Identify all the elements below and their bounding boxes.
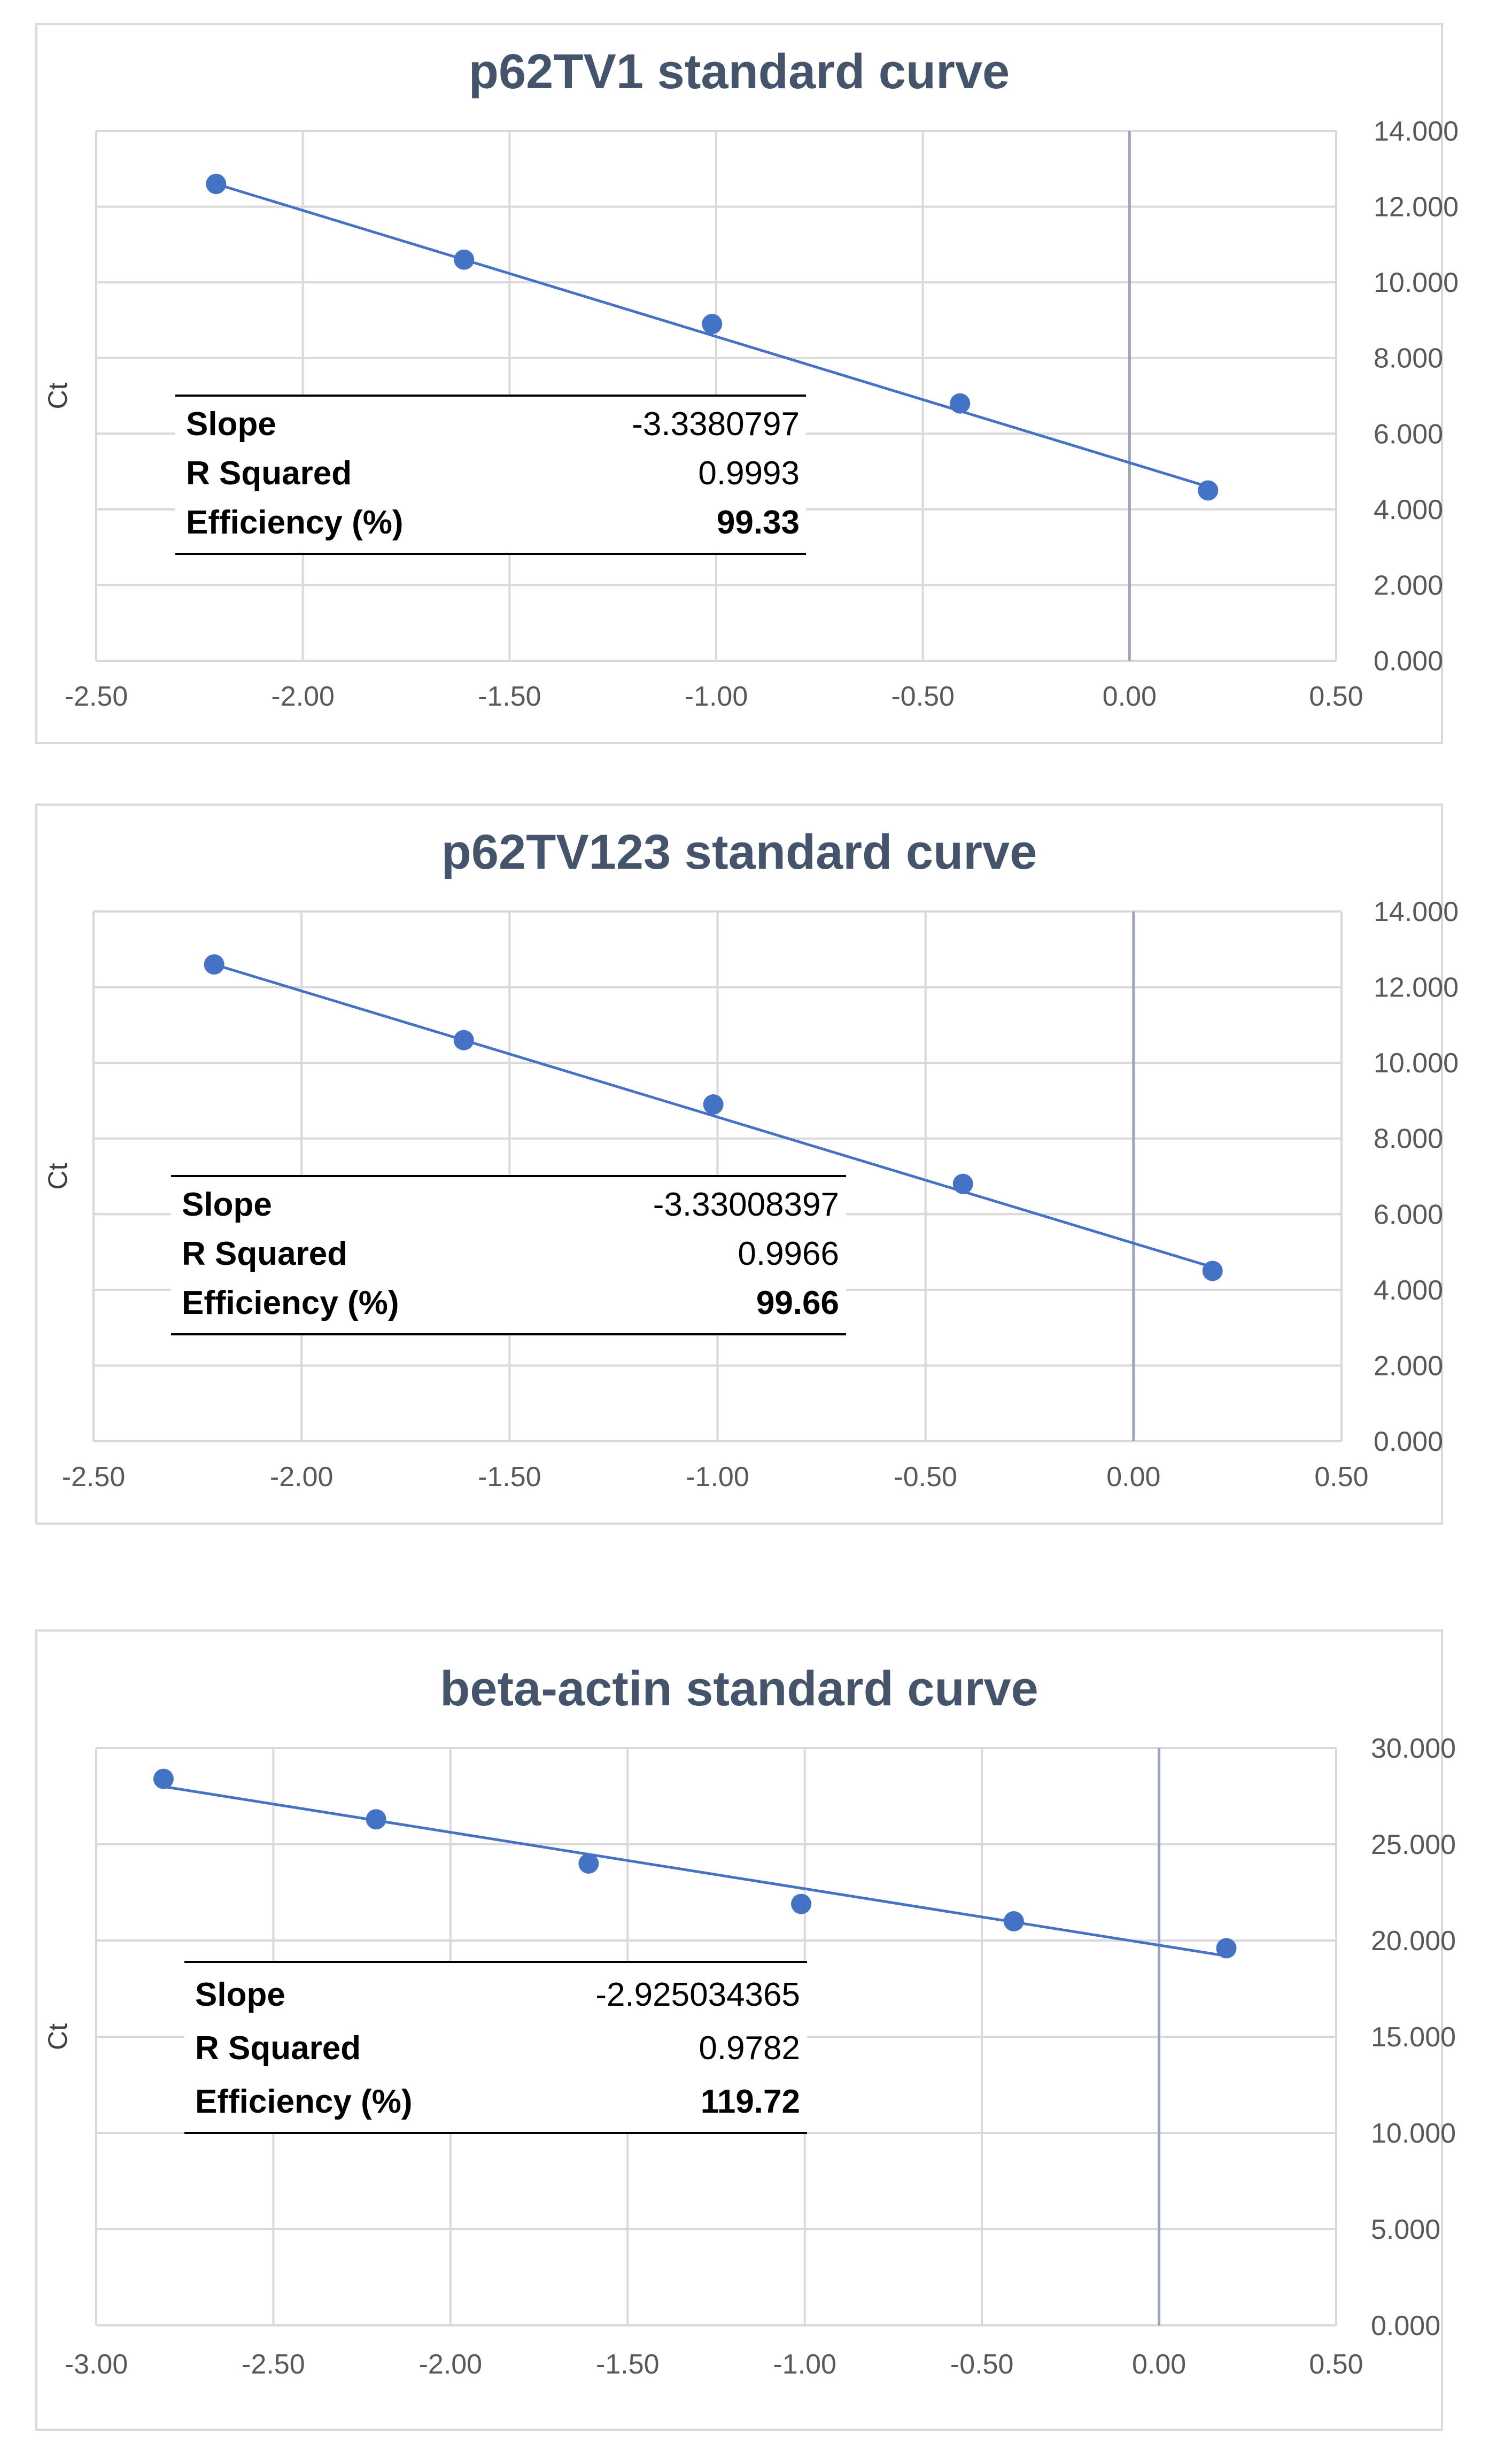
- y-tick-label: 5.000: [1371, 2214, 1440, 2245]
- stats-label: Slope: [195, 1976, 285, 2013]
- stats-table-background: [175, 396, 806, 554]
- x-tick-label: -1.50: [478, 681, 541, 712]
- x-tick-label: -1.00: [685, 681, 748, 712]
- chart-panel-1: p62TV1 standard curve -2.50 -2.00 -1.50 -1.0…: [35, 23, 1459, 744]
- x-tick-label: -2.00: [271, 681, 335, 712]
- y-tick-label: 10.000: [1374, 267, 1459, 298]
- x-tick-label: -0.50: [891, 681, 955, 712]
- chart-title: p62TV123 standard curve: [441, 825, 1037, 879]
- y-tick-label: 4.000: [1374, 494, 1443, 525]
- trendline: [215, 182, 1208, 488]
- data-point: [703, 1094, 724, 1115]
- stats-value: 99.66: [756, 1285, 839, 1321]
- stats-label: Efficiency (%): [186, 504, 404, 541]
- data-point: [153, 1768, 174, 1789]
- data-point: [206, 174, 227, 195]
- y-axis-title: Ct: [43, 382, 73, 409]
- stats-value: -2.925034365: [595, 1976, 800, 2013]
- stats-value: 0.9993: [698, 455, 800, 492]
- y-tick-label: 6.000: [1374, 419, 1443, 450]
- trendline: [163, 1785, 1227, 1958]
- y-tick-label: 14.000: [1374, 116, 1459, 147]
- stats-table-background: [184, 1962, 807, 2133]
- chart-border: [35, 23, 1443, 744]
- data-point: [952, 1173, 973, 1194]
- chart-panel-2: p62TV123 standard curve -2.50 -2.00 -1.50 -1…: [35, 803, 1459, 1525]
- y-tick-label: 2.000: [1374, 570, 1443, 601]
- x-tick-label: -2.50: [65, 681, 128, 712]
- y-tick-label: 8.000: [1374, 1124, 1443, 1155]
- y-tick-label: 14.000: [1374, 896, 1459, 927]
- stats-label: R Squared: [195, 2030, 361, 2067]
- y-tick-label: 12.000: [1374, 972, 1459, 1003]
- stats-value: 99.33: [717, 504, 800, 541]
- x-tick-label: -3.00: [65, 2349, 128, 2380]
- stats-table-background: [171, 1176, 846, 1334]
- stats-value: 119.72: [701, 2083, 800, 2120]
- stats-label: Efficiency (%): [182, 1285, 399, 1321]
- stats-label: Slope: [186, 406, 276, 443]
- chart-title: beta-actin standard curve: [440, 1661, 1038, 1716]
- x-tick-label: -1.00: [686, 1462, 749, 1493]
- chart-panel-3: beta-actin standard curve -3.00 -2.50 -2.00…: [35, 1629, 1456, 2431]
- data-point: [454, 249, 475, 270]
- x-tick-label: -1.50: [478, 1462, 541, 1493]
- data-point: [1216, 1938, 1237, 1959]
- x-tick-label: 0.00: [1106, 1462, 1160, 1493]
- data-point: [791, 1893, 812, 1914]
- y-tick-label: 0.000: [1371, 2310, 1440, 2341]
- x-tick-label: -0.50: [894, 1462, 957, 1493]
- y-tick-label: 2.000: [1374, 1350, 1443, 1381]
- data-point: [366, 1809, 386, 1830]
- y-tick-label: 8.000: [1374, 343, 1443, 374]
- data-point: [578, 1853, 599, 1874]
- y-axis-title: Ct: [43, 2023, 73, 2050]
- x-tick-label: 0.00: [1103, 681, 1157, 712]
- data-point: [1003, 1911, 1024, 1931]
- x-tick-label: -2.00: [419, 2349, 483, 2380]
- data-point: [702, 314, 723, 335]
- stats-label: Efficiency (%): [195, 2083, 413, 2120]
- chart-border: [35, 803, 1443, 1525]
- data-point: [1198, 480, 1219, 501]
- stats-value: -3.33008397: [653, 1186, 839, 1223]
- x-tick-label: 0.50: [1309, 2349, 1363, 2380]
- data-point: [1202, 1261, 1223, 1281]
- data-point: [950, 393, 971, 414]
- x-tick-label: 0.00: [1132, 2349, 1186, 2380]
- y-tick-label: 12.000: [1374, 192, 1459, 223]
- y-tick-label: 6.000: [1374, 1199, 1443, 1230]
- x-tick-label: -2.50: [62, 1462, 126, 1493]
- stats-value: 0.9966: [738, 1235, 839, 1272]
- x-tick-label: 0.50: [1314, 1462, 1368, 1493]
- y-axis-title: Ct: [43, 1163, 73, 1189]
- stats-value: -3.3380797: [632, 406, 800, 443]
- data-point: [453, 1030, 474, 1050]
- stats-value: 0.9782: [699, 2030, 800, 2067]
- x-tick-label: -0.50: [950, 2349, 1014, 2380]
- y-tick-label: 20.000: [1371, 1926, 1456, 1957]
- x-tick-label: -2.50: [242, 2349, 305, 2380]
- y-tick-label: 10.000: [1371, 2118, 1456, 2149]
- x-tick-label: -2.00: [270, 1462, 334, 1493]
- x-tick-label: -1.50: [596, 2349, 660, 2380]
- stats-label: Slope: [182, 1186, 272, 1223]
- y-tick-label: 30.000: [1371, 1733, 1456, 1764]
- chart-title: p62TV1 standard curve: [469, 44, 1010, 99]
- y-tick-label: 10.000: [1374, 1048, 1459, 1079]
- stats-label: R Squared: [186, 455, 352, 492]
- data-point: [204, 954, 224, 975]
- y-tick-label: 0.000: [1374, 1426, 1443, 1457]
- x-tick-label: 0.50: [1309, 681, 1363, 712]
- x-tick-label: -1.00: [773, 2349, 836, 2380]
- y-tick-label: 15.000: [1371, 2022, 1456, 2053]
- y-tick-label: 4.000: [1374, 1275, 1443, 1306]
- y-tick-label: 0.000: [1374, 646, 1443, 677]
- stats-label: R Squared: [182, 1235, 347, 1272]
- y-tick-label: 25.000: [1371, 1829, 1456, 1860]
- trendline: [213, 963, 1213, 1269]
